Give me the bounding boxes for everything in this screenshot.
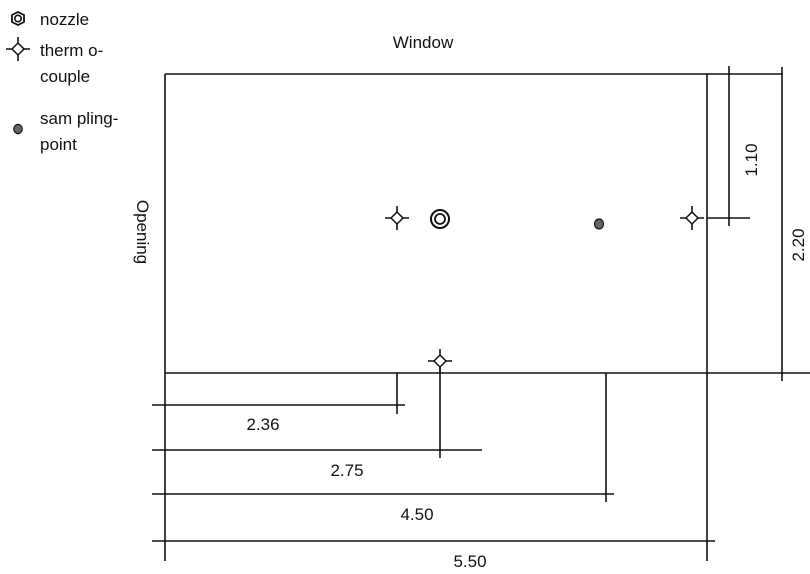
room-outline [164,73,810,561]
legend-sampling-label-2: point [40,135,77,154]
dimension-label-4-50: 4.50 [400,505,433,524]
legend-thermocouple-label-2: couple [40,67,90,86]
legend-sampling-label-1: sam pling- [40,109,118,128]
window-label: Window [393,33,454,52]
dimension-label-2-75: 2.75 [330,461,363,480]
thermocouple-icon [385,206,409,230]
dimension-1-10 [707,66,750,226]
thermocouple-icon [428,349,452,373]
dimension-2-36 [152,373,405,414]
legend: nozzle therm o- couple sam pling- point [6,10,118,154]
legend-sampling-point-icon [13,123,23,135]
dimension-2-20 [707,67,783,381]
legend-nozzle-icon [11,10,25,27]
legend-thermocouple-label-1: therm o- [40,41,103,60]
legend-nozzle-label: nozzle [40,10,89,29]
dimension-2-75 [152,367,482,458]
thermocouple-icon [680,206,704,230]
sampling-point-icon [593,218,605,230]
nozzle-icon [430,209,450,229]
dimension-label-5-50: 5.50 [453,552,486,571]
opening-label: Opening [133,200,152,264]
dimension-label-1-10: 1.10 [742,143,761,176]
dimension-label-2-36: 2.36 [246,415,279,434]
dimension-4-50 [152,373,614,502]
legend-thermocouple-icon [6,37,30,61]
dimension-label-2-20: 2.20 [789,228,808,261]
